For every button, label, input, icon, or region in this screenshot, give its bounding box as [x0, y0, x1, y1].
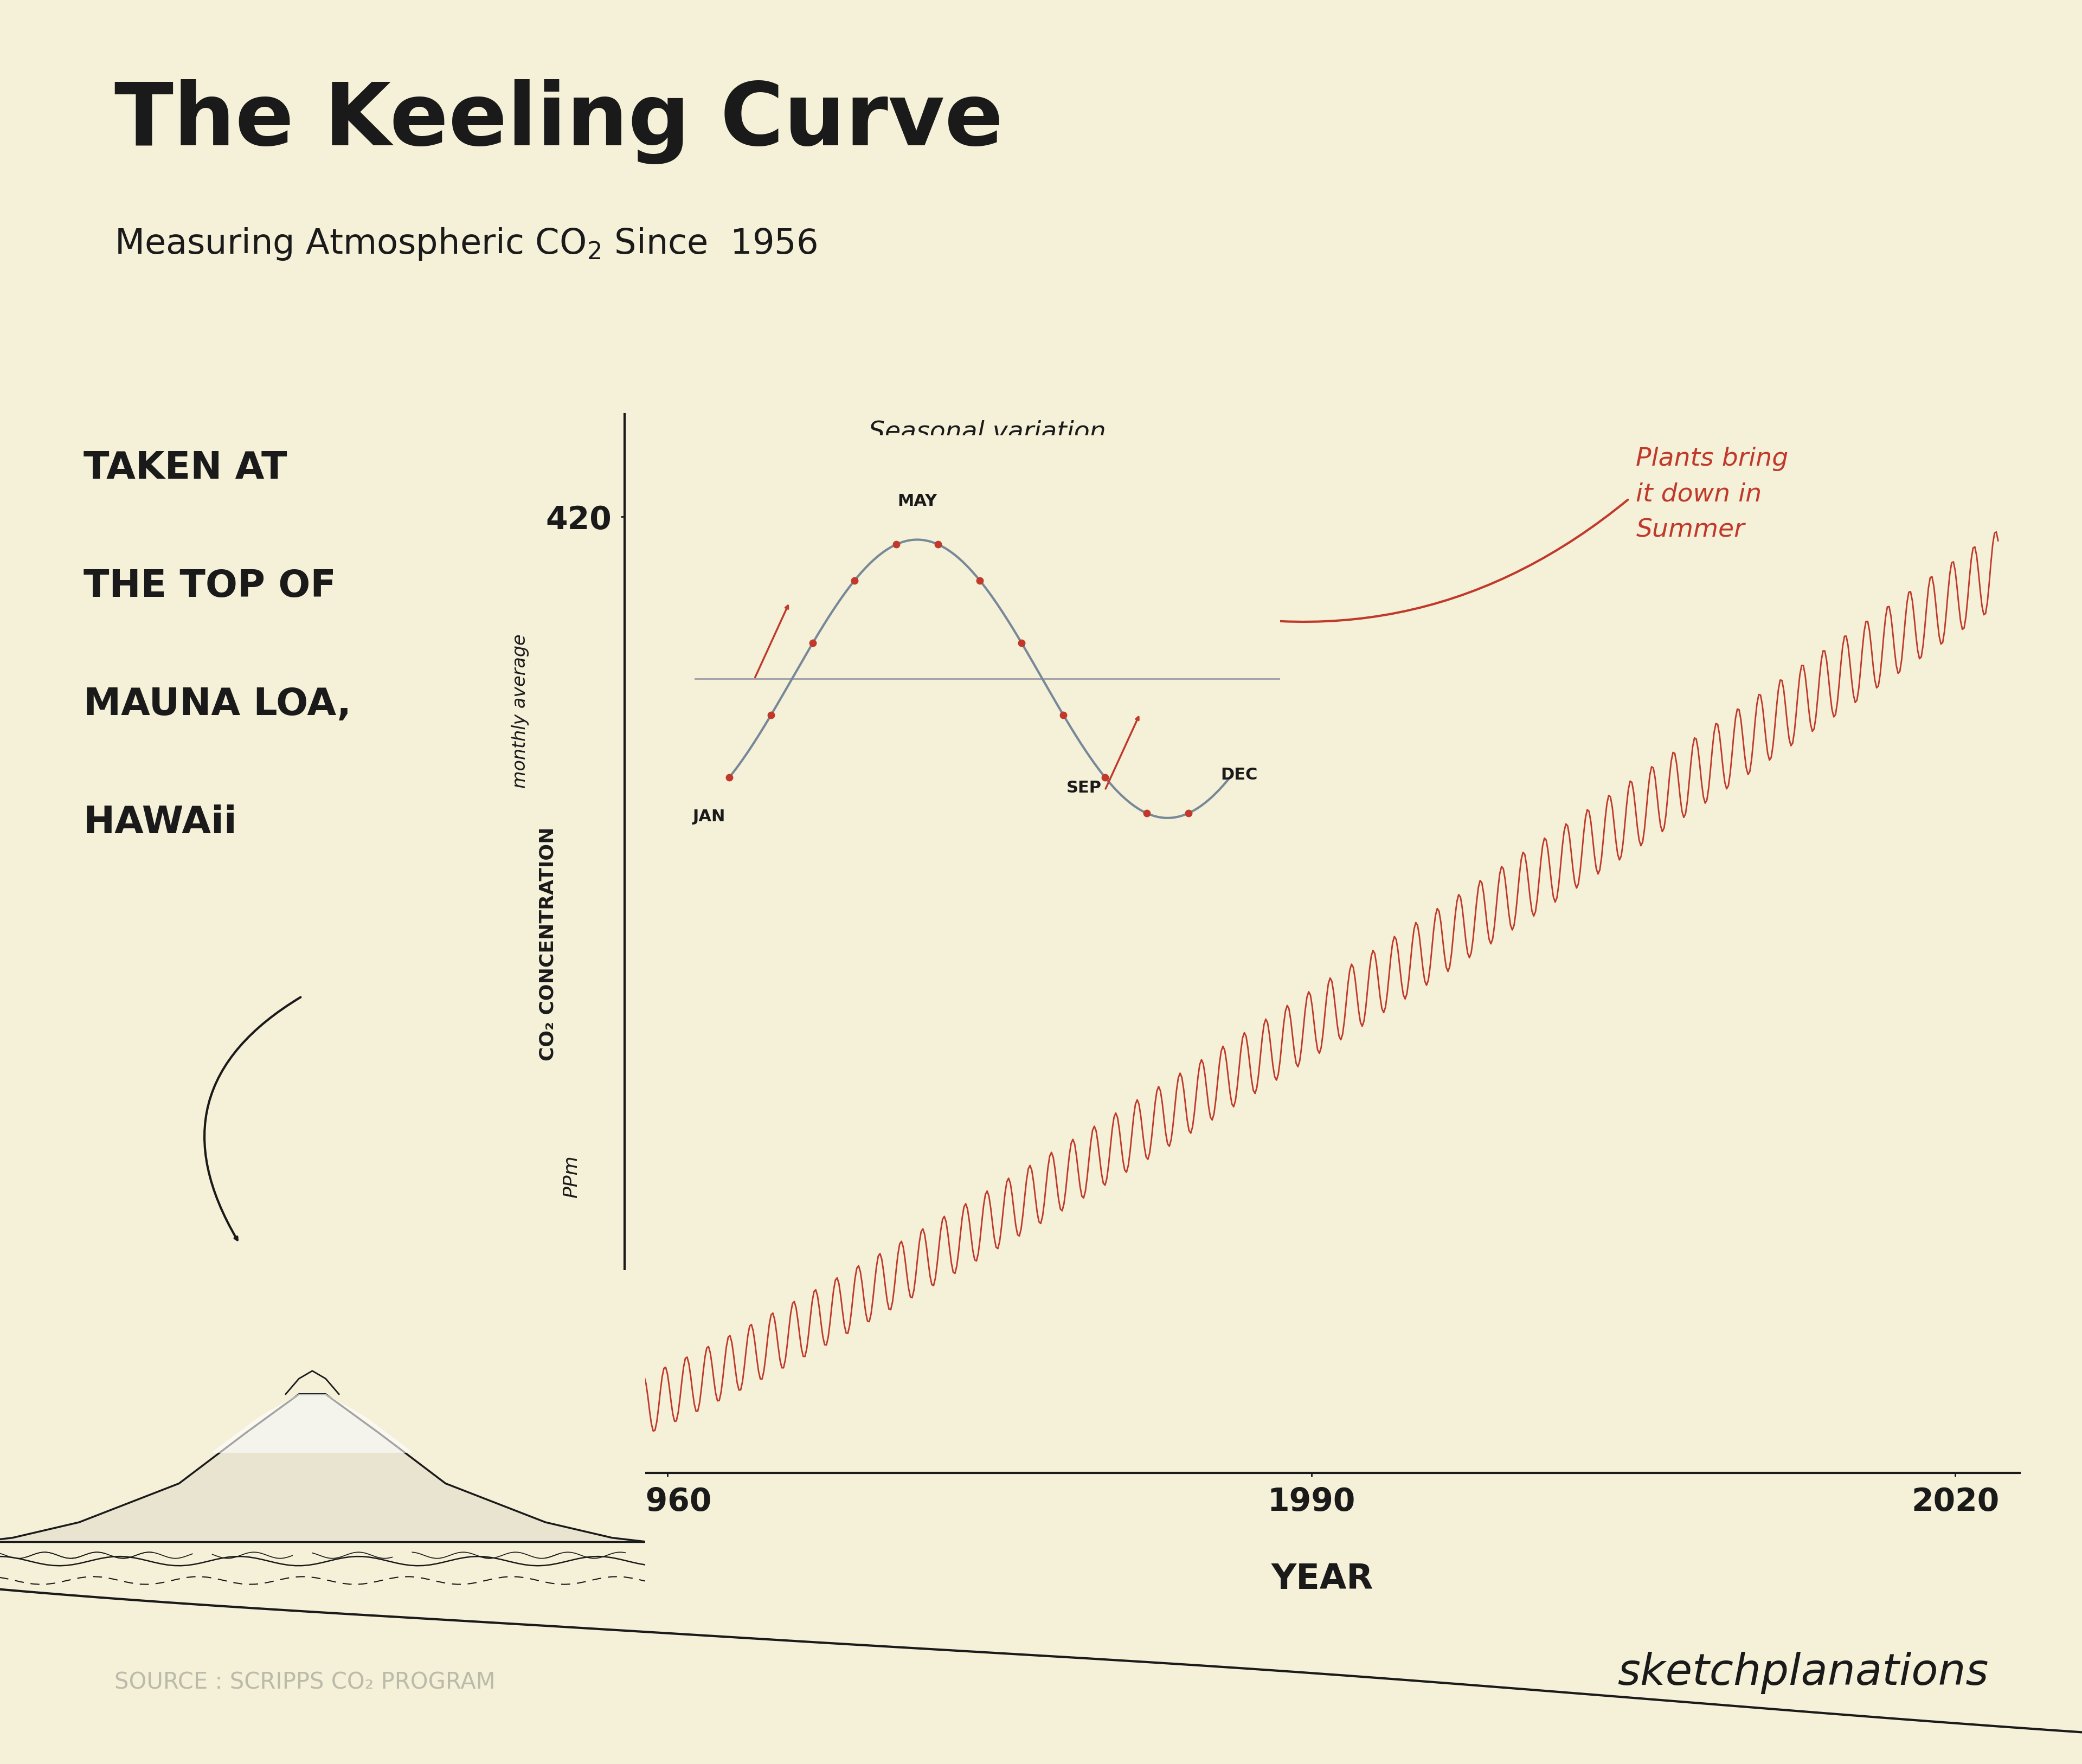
Text: THE TOP OF: THE TOP OF — [83, 568, 335, 605]
Text: TAKEN AT: TAKEN AT — [83, 450, 287, 487]
Text: Seasonal variation: Seasonal variation — [868, 420, 1106, 445]
Text: sketchplanations: sketchplanations — [1618, 1651, 1988, 1693]
Text: monthly average: monthly average — [510, 633, 529, 789]
Text: SOURCE : SCRIPPS CO₂ PROGRAM: SOURCE : SCRIPPS CO₂ PROGRAM — [115, 1671, 496, 1693]
Polygon shape — [0, 1394, 645, 1542]
Text: PPm: PPm — [562, 1155, 581, 1198]
Text: YEAR: YEAR — [1270, 1561, 1374, 1596]
Text: MAUNA LOA,: MAUNA LOA, — [83, 686, 352, 723]
Polygon shape — [212, 1394, 412, 1452]
Text: Measuring Atmospheric CO$_2$ Since  1956: Measuring Atmospheric CO$_2$ Since 1956 — [115, 226, 818, 261]
Text: HAWAii: HAWAii — [83, 804, 237, 841]
Text: The Keeling Curve: The Keeling Curve — [115, 79, 1004, 164]
Text: CO₂ CONCENTRATION: CO₂ CONCENTRATION — [539, 827, 558, 1060]
Text: Plants bring
it down in
Summer: Plants bring it down in Summer — [1636, 446, 1788, 542]
